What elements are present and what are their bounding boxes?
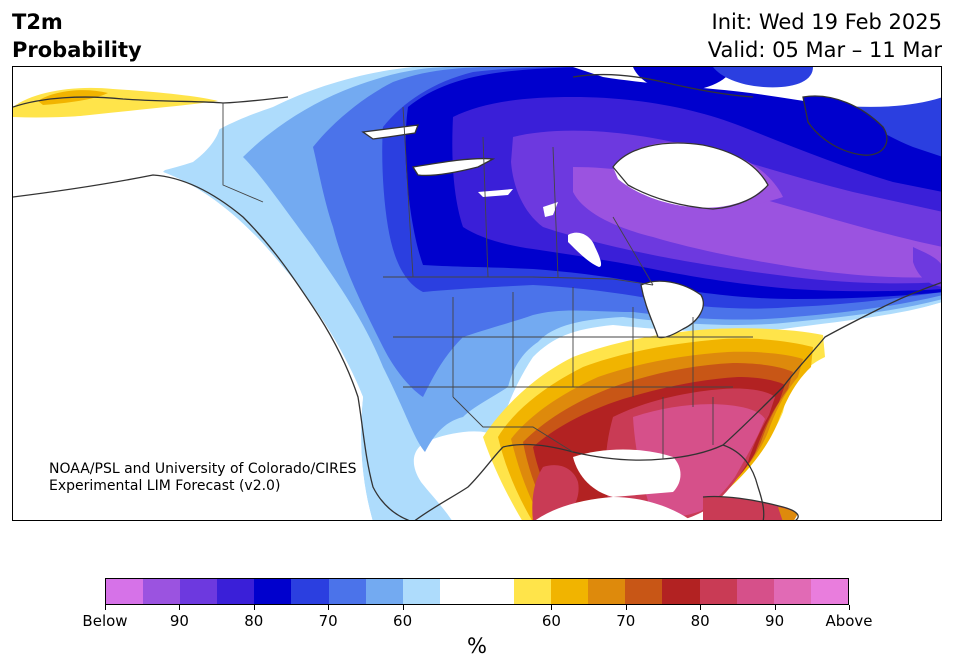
colorbar-tick-label: 60	[393, 612, 413, 630]
pacific-ocean	[13, 172, 373, 520]
colorbar	[105, 578, 849, 605]
lake	[543, 202, 558, 217]
mexico-south	[535, 497, 691, 520]
colorbar-swatch	[217, 579, 255, 604]
colorbar-swatch	[736, 579, 774, 604]
colorbar-swatch	[106, 579, 144, 604]
forecast-dates: Init: Wed 19 Feb 2025 Valid: 05 Mar – 11…	[708, 8, 942, 64]
colorbar-swatch	[662, 579, 700, 604]
title-type: Probability	[12, 38, 142, 62]
colorbar-swatch	[254, 579, 292, 604]
colorbar-tick-mark	[179, 605, 181, 610]
forecast-map	[12, 66, 942, 521]
lake	[568, 232, 602, 267]
colorbar-swatch	[439, 579, 477, 604]
colorbar-swatch	[291, 579, 329, 604]
colorbar-tick-mark	[105, 605, 106, 610]
colorbar-swatch	[402, 579, 440, 604]
colorbar-tick-mark	[700, 605, 702, 610]
colorbar-swatch	[625, 579, 663, 604]
colorbar-swatch	[810, 579, 848, 604]
colorbar-tick-label: 90	[765, 612, 785, 630]
colorbar-tick-mark	[328, 605, 330, 610]
colorbar-swatch	[699, 579, 737, 604]
hudson-bay	[613, 143, 768, 208]
arctic-island	[633, 67, 733, 92]
colorbar-swatch	[476, 579, 515, 604]
colorbar-swatch	[514, 579, 552, 604]
arctic-island	[713, 67, 813, 88]
lake	[478, 189, 513, 197]
colorbar-tick-label: 80	[244, 612, 264, 630]
gulf-of-mexico	[573, 449, 681, 497]
colorbar-tick-label: 70	[616, 612, 636, 630]
atlantic-ocean	[794, 302, 941, 520]
colorbar-swatch	[551, 579, 589, 604]
title-variable: T2m	[12, 10, 63, 34]
colorbar-swatch	[773, 579, 811, 604]
credit-line-2: Experimental LIM Forecast (v2.0)	[49, 478, 281, 494]
pacific-ocean	[13, 103, 222, 195]
colorbar-tick-mark	[774, 605, 776, 610]
credit-line-1: NOAA/PSL and University of Colorado/CIRE…	[49, 461, 357, 477]
great-lakes	[641, 281, 704, 338]
colorbar-swatch	[328, 579, 366, 604]
colorbar-tick-label: 60	[541, 612, 561, 630]
credit-text: NOAA/PSL and University of Colorado/CIRE…	[49, 461, 357, 495]
baffin-island	[803, 96, 887, 156]
coastlines	[13, 73, 941, 520]
colorbar-tick-label: 90	[169, 612, 189, 630]
colorbar-tick-mark	[253, 605, 255, 610]
colorbar-tick-mark	[625, 605, 627, 610]
init-date: Init: Wed 19 Feb 2025	[711, 10, 942, 34]
colorbar-swatch	[588, 579, 626, 604]
colorbar-unit: %	[467, 634, 487, 658]
colorbar-tick-mark	[849, 605, 850, 610]
colorbar-tick-label: 80	[690, 612, 710, 630]
colorbar-tick-label: 70	[318, 612, 338, 630]
colorbar-swatch	[180, 579, 218, 604]
map-title: T2m Probability	[12, 8, 142, 64]
colorbar-tick-mark	[551, 605, 553, 610]
colorbar-tick-mark	[402, 605, 404, 610]
lake	[413, 158, 493, 176]
cuba-region	[703, 496, 799, 520]
colorbar-tick-label: Above	[825, 612, 873, 630]
probability-map-svg	[13, 67, 941, 520]
colorbar-swatch	[365, 579, 403, 604]
colorbar-tick-label: Below	[82, 612, 128, 630]
valid-period: Valid: 05 Mar – 11 Mar	[707, 38, 942, 62]
newfoundland	[913, 247, 941, 287]
colorbar-swatch	[143, 579, 181, 604]
political-borders	[222, 103, 753, 459]
